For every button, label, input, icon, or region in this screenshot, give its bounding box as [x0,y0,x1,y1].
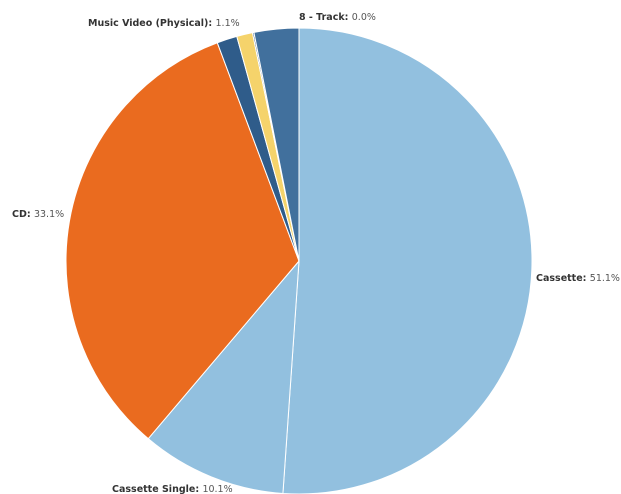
pie-slice-cassette-0 [282,27,533,494]
label-music-video: Music Video (Physical): 1.1% [88,18,240,29]
label-cd: CD: 33.1% [12,209,64,220]
pie-slice-unlabeled-7 [253,27,300,262]
label-cassette: Cassette: 51.1% [536,273,620,284]
pie-slices [65,27,533,494]
pie-slice-cassette-single-1 [147,259,300,494]
pie-slice-cd-2 [65,42,300,440]
label-8-track: 8 - Track: 0.0% [299,12,376,23]
pie-labels: Cassette: 51.1% Cassette Single: 10.1% C… [12,12,620,494]
label-cassette-single: Cassette Single: 10.1% [112,484,233,494]
